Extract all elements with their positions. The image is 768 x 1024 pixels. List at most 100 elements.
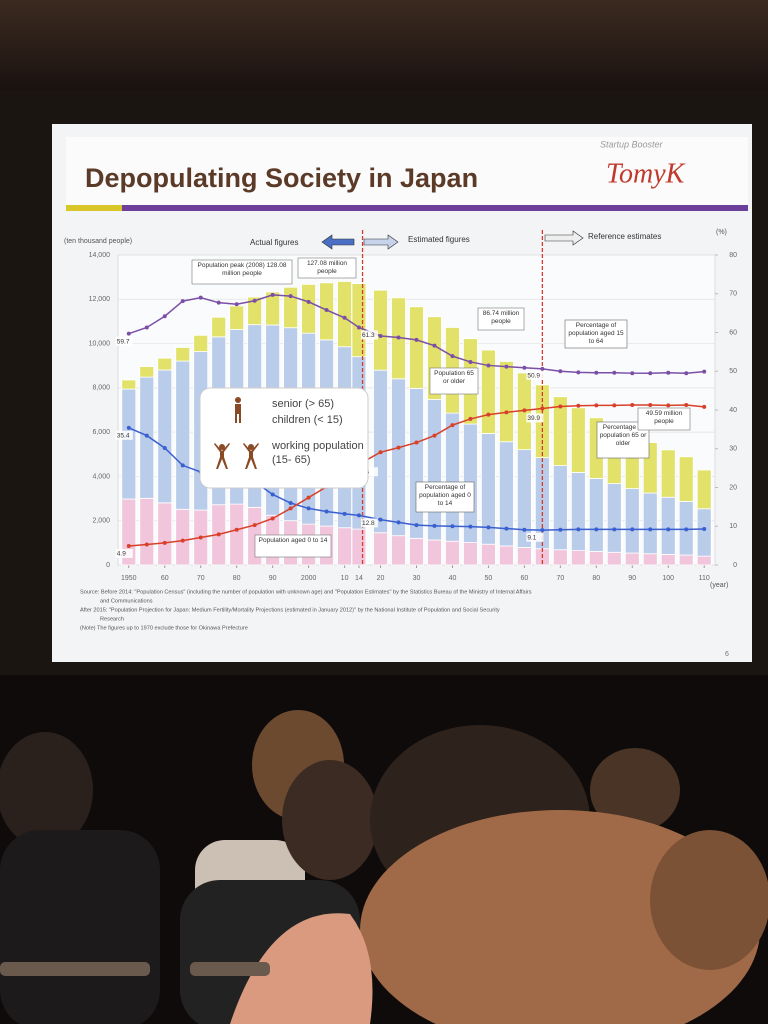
line-point [180,299,185,304]
line-point [486,363,491,368]
bar-segment [351,528,367,566]
line-point [666,403,671,408]
bar-segment [481,349,496,434]
line-point [522,527,527,532]
y2-tick-label: 10 [729,523,737,530]
line-point [486,412,491,417]
bar-segment [229,503,245,566]
title-band [66,137,748,205]
bar-segment [409,387,424,539]
value-label: 35.4 [117,433,130,440]
line-point [558,369,563,374]
line-point [504,526,509,531]
line-point [414,440,419,445]
bar-segment [463,542,478,566]
callout: Percentage of population aged 0 to 14 [419,484,471,507]
bar-segment [373,532,388,566]
bar-segment [157,502,173,566]
legend-label: working population (15- 65) [272,440,364,466]
line-point [504,364,509,369]
x-axis-label: (year) [710,582,728,589]
line-point [612,527,617,532]
annotation: 49.59 million people [646,410,683,425]
callout-box [564,319,628,349]
callout: Percentage of population aged 15 to 64 [568,322,624,345]
annotation: 86.74 million people [483,310,520,325]
value-label-bg [526,532,544,542]
bar-segment [121,379,137,390]
x-tick-label: 80 [233,575,241,582]
x-tick-label: 2000 [301,575,317,582]
series-label: Percentage of population aged 0 to 14 [419,484,471,507]
line-point [486,525,491,530]
line-point [468,416,473,421]
y-tick-label: 0 [106,562,110,569]
line-point [252,298,257,303]
phase-label: Estimated figures [408,235,470,244]
brand-small: Startup Booster [600,139,664,149]
line-point [612,403,617,408]
x-tick-label: 60 [161,575,169,582]
callout: Percentage of population 65 or older [600,424,647,447]
bar-segment [139,376,155,499]
line-point [234,302,239,307]
value-label: 4.9 [117,551,126,558]
bar-segment [139,497,155,566]
x-tick-label: 100 [662,575,674,582]
line-point [450,423,455,428]
annotation-box [297,257,357,279]
annotation-box [429,367,479,395]
x-tick-label: 40 [449,575,457,582]
bar-segment [427,539,442,566]
line-point [558,404,563,409]
bar-segment [516,547,532,566]
bar-segment [391,378,406,537]
legend-entry: children (< 15) [272,414,343,426]
x-tick-label: 60 [520,575,528,582]
line-point [450,524,455,529]
bar-segment [337,527,352,566]
bar-segment [157,369,173,504]
x-tick-label: 70 [556,575,564,582]
bar-segment [139,366,155,378]
note-line: Source: Before 2014: "Population Census"… [80,589,532,595]
value-label-bg [115,430,133,440]
line-point [126,544,131,549]
series-label: Percentage of population aged 15 to 64 [568,322,624,345]
line-point [378,450,383,455]
line-point [126,331,131,336]
value-label-bg [526,370,544,380]
line-point [414,523,419,528]
bar-segment [678,456,694,502]
annotation: Population aged 0 to 14 [259,537,328,544]
annotation-text: Population 65 or older [434,370,474,385]
line-point [306,299,311,304]
line-point [432,433,437,438]
x-tick-label: 70 [197,575,205,582]
y-tick-label: 12,000 [89,296,111,303]
line-point [666,527,671,532]
bar-segment [570,550,586,566]
bar-segment [606,551,622,566]
y2-tick-label: 70 [729,291,737,298]
y-tick-label: 8,000 [92,385,110,392]
x-tick-label: 90 [269,575,277,582]
line-point [288,294,293,299]
bar-segment [193,334,209,352]
line-point [162,540,167,545]
bar-segment [175,360,191,510]
line-point [288,501,293,505]
bar-segment [391,535,406,566]
annotation: Population peak (2008) 128.08 million pe… [198,262,287,277]
line-point [630,402,635,407]
annotation: 127.08 million people [307,260,347,275]
bar-segment [660,553,676,566]
line-point [342,511,347,516]
bar-segment [678,554,694,566]
wall [0,0,768,90]
line-point [594,527,599,532]
bar-segment [696,469,712,510]
line-point [396,445,401,450]
line-point [144,433,149,438]
bar-segment [624,488,640,554]
